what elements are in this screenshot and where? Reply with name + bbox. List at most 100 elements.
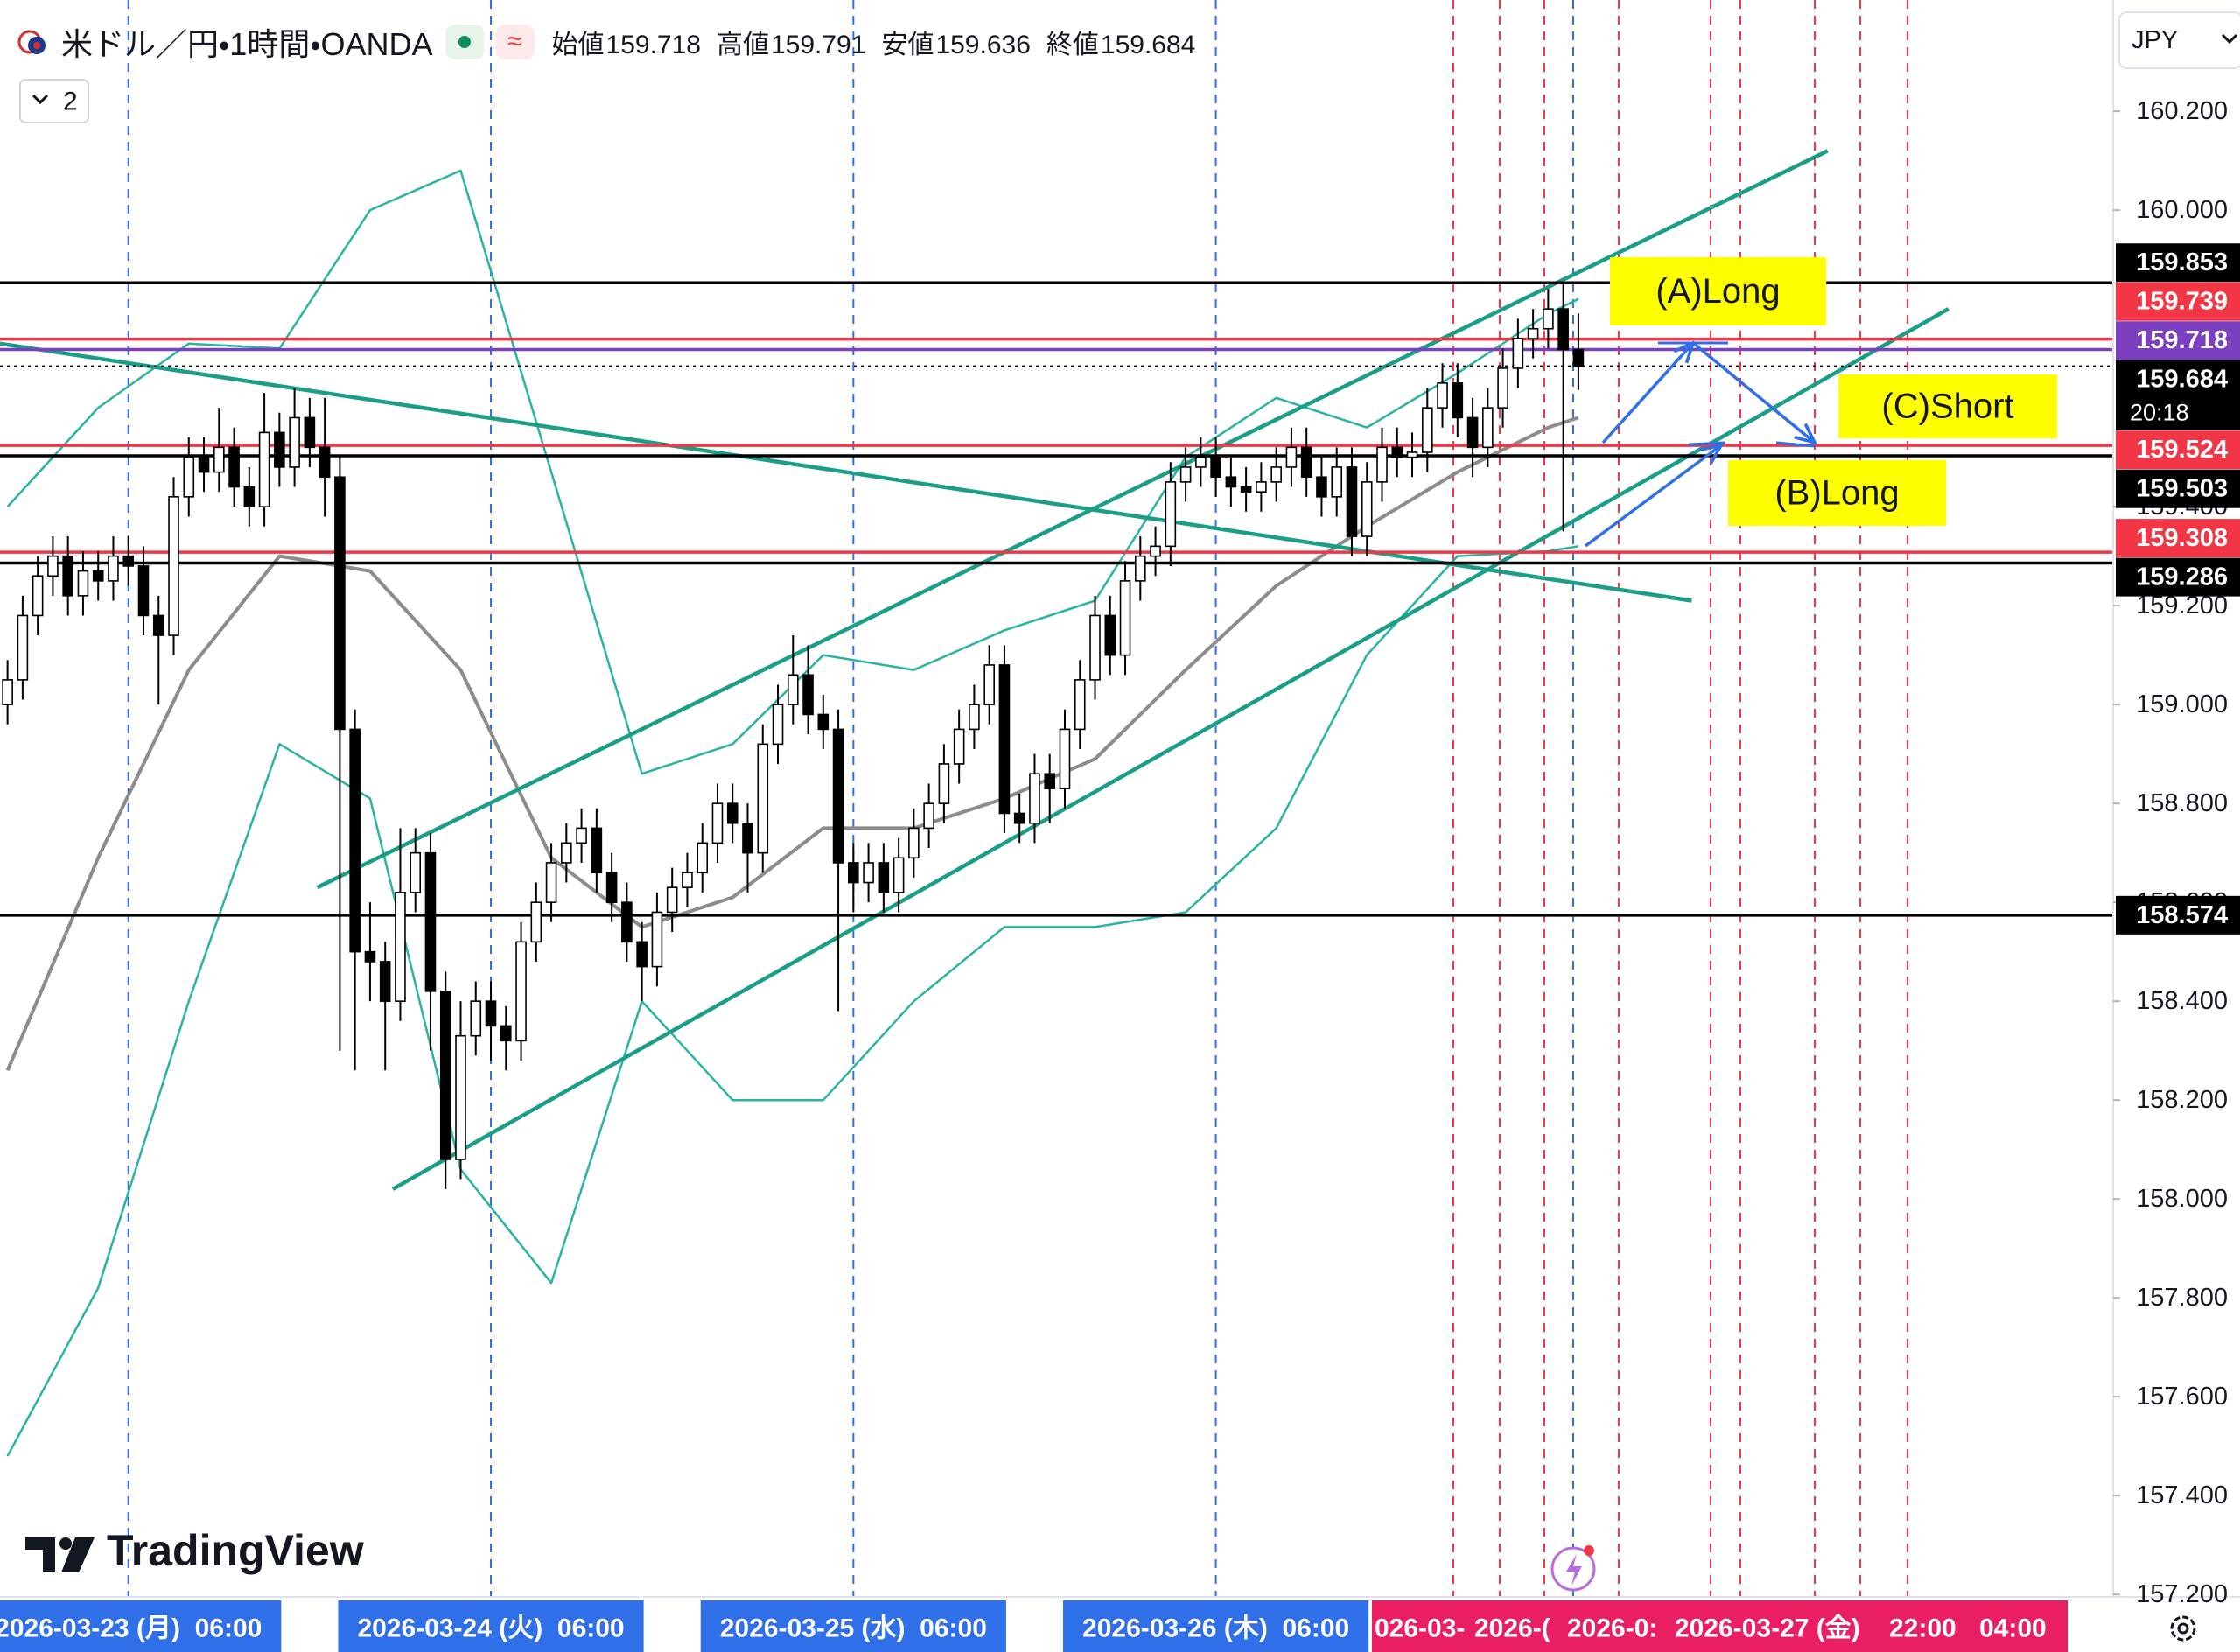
arrow [1584, 445, 1721, 548]
candle-body [1195, 456, 1207, 468]
candle-body [1135, 555, 1146, 582]
ohlc-value: 159.718 [606, 31, 701, 60]
y-tick-label: 157.400 [2136, 1481, 2228, 1509]
level-label-box [2116, 895, 2240, 934]
candle-body [379, 961, 391, 1002]
symbol-flag [18, 30, 46, 54]
candle-body [1466, 416, 1479, 449]
candle-body [1104, 614, 1116, 656]
event-time-label: 2026-( [1474, 1614, 1550, 1643]
alert-icon[interactable] [1566, 1554, 1582, 1586]
plot-area [0, 0, 2113, 1597]
candle-body [696, 842, 708, 874]
candle-body [848, 862, 859, 884]
ohlc-value: 159.636 [935, 31, 1031, 60]
x-tick-label: 2026-03-24 (火) 06:00 [357, 1614, 624, 1643]
candle-body [1180, 466, 1192, 483]
candle-body [711, 802, 724, 844]
candle-body [1421, 407, 1433, 453]
candle-body [998, 664, 1011, 815]
candle-body [1089, 614, 1101, 681]
annotation-box [1838, 374, 2057, 438]
candle-body [485, 1000, 497, 1027]
logo-mark [60, 1537, 72, 1550]
candle-body [832, 728, 844, 864]
candle-body [1165, 481, 1177, 548]
y-tick-label: 159.000 [2136, 690, 2228, 718]
candle-body [92, 570, 104, 582]
candle-body [1452, 382, 1464, 419]
x-tick-box [1063, 1600, 1369, 1652]
candle-body [969, 704, 980, 731]
candle-body [47, 555, 59, 578]
ohlc-label: 高値 [716, 31, 769, 60]
market-status[interactable] [444, 24, 484, 60]
candle-body [152, 614, 164, 636]
candle-body [621, 901, 633, 943]
candle-body [1013, 812, 1026, 824]
indicator-toggle[interactable] [19, 79, 89, 123]
candle-body [304, 416, 316, 449]
candle-body [742, 822, 753, 854]
candle-body [1256, 481, 1267, 493]
candle-body [1059, 728, 1071, 789]
arrow [1601, 343, 1693, 444]
settings-icon[interactable] [2170, 1615, 2196, 1642]
symbol-title[interactable]: 米ドル／円・1時間・OANDA [61, 26, 433, 62]
candle-body [137, 565, 150, 617]
candle-body [772, 704, 784, 746]
candle-body [1361, 481, 1373, 537]
candle-body [243, 486, 256, 508]
event-time-label: 04:00 [1979, 1614, 2047, 1643]
level-label-box [2116, 557, 2240, 597]
countdown: 20:18 [2130, 400, 2189, 426]
candle-body [183, 456, 195, 498]
ohlc-value: 159.791 [770, 31, 866, 60]
candle-body [1119, 580, 1131, 656]
candle-body [530, 901, 542, 943]
legend-header: 米ドル／円・1時間・OANDA ≈ 始値159.718 高値159.791 安値… [18, 19, 1195, 65]
indicator-count[interactable]: 2 [63, 88, 78, 116]
ohlc-label: 安値 [881, 31, 934, 60]
candle-body [1285, 446, 1298, 468]
candle-body [802, 674, 814, 716]
candle-body [636, 941, 648, 968]
level-label-box [2116, 430, 2240, 470]
candle-body [1029, 773, 1040, 824]
level-label-box [2116, 519, 2240, 558]
candle-body [892, 857, 905, 893]
candle-body [817, 713, 830, 731]
currency-chevron[interactable] [2221, 33, 2238, 45]
currency-box[interactable] [2118, 11, 2240, 69]
candle-body [198, 456, 210, 473]
x-tick-label: 2026-03-23 (月) 06:00 [0, 1614, 262, 1643]
x-tick-label: 2026-03-26 (木) 06:00 [1082, 1614, 1349, 1643]
toggle-chevron[interactable] [32, 94, 49, 105]
candle-body [726, 802, 738, 824]
alert-dot [1584, 1545, 1594, 1556]
candle-body [470, 1000, 482, 1037]
x-tick-box [0, 1600, 282, 1652]
candle-body [1300, 446, 1312, 479]
level-label: 159.739 [2136, 288, 2228, 316]
candle-body [651, 911, 663, 968]
candle-body [274, 431, 285, 468]
settings-icon[interactable] [2177, 1622, 2189, 1634]
candle-body [938, 763, 950, 804]
y-tick-label: 158.400 [2136, 987, 2228, 1015]
level-label: 159.718 [2136, 326, 2228, 354]
candle-body [77, 570, 89, 597]
level-label: 159.286 [2136, 564, 2228, 592]
candle-body [1074, 679, 1086, 731]
level-label: 159.853 [2136, 248, 2228, 276]
candle-body [424, 851, 437, 992]
indicator-line [6, 545, 1579, 1457]
candle-body [1437, 382, 1448, 409]
currency[interactable]: JPY [2132, 26, 2178, 54]
delay-status[interactable]: ≈ [495, 24, 535, 60]
logo: TradingView [25, 1526, 364, 1575]
candle-body [1346, 466, 1358, 537]
candle-body [561, 842, 572, 864]
